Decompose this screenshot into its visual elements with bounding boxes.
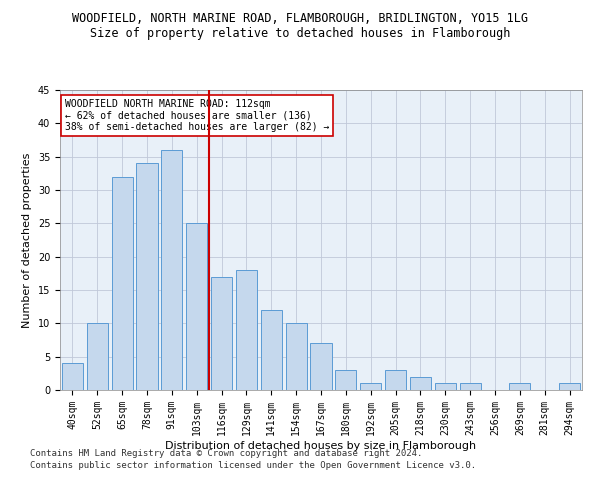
Bar [62,364,83,390]
Bar [435,384,456,390]
Text: WOODFIELD NORTH MARINE ROAD: 112sqm
← 62% of detached houses are smaller (136)
3: WOODFIELD NORTH MARINE ROAD: 112sqm ← 62… [65,99,329,132]
Bar [385,370,406,390]
Bar [236,270,257,390]
X-axis label: Distribution of detached houses by size in Flamborough: Distribution of detached houses by size … [166,440,476,450]
Bar [286,324,307,390]
Bar [509,384,530,390]
Y-axis label: Number of detached properties: Number of detached properties [22,152,32,328]
Bar [335,370,356,390]
Bar [136,164,158,390]
Text: Size of property relative to detached houses in Flamborough: Size of property relative to detached ho… [90,28,510,40]
Text: WOODFIELD, NORTH MARINE ROAD, FLAMBOROUGH, BRIDLINGTON, YO15 1LG: WOODFIELD, NORTH MARINE ROAD, FLAMBOROUG… [72,12,528,26]
Bar [559,384,580,390]
Bar [360,384,381,390]
Bar [261,310,282,390]
Bar [161,150,182,390]
Bar [87,324,108,390]
Bar [460,384,481,390]
Bar [310,344,332,390]
Text: Contains public sector information licensed under the Open Government Licence v3: Contains public sector information licen… [30,461,476,470]
Bar [112,176,133,390]
Text: Contains HM Land Registry data © Crown copyright and database right 2024.: Contains HM Land Registry data © Crown c… [30,448,422,458]
Bar [211,276,232,390]
Bar [410,376,431,390]
Bar [186,224,207,390]
